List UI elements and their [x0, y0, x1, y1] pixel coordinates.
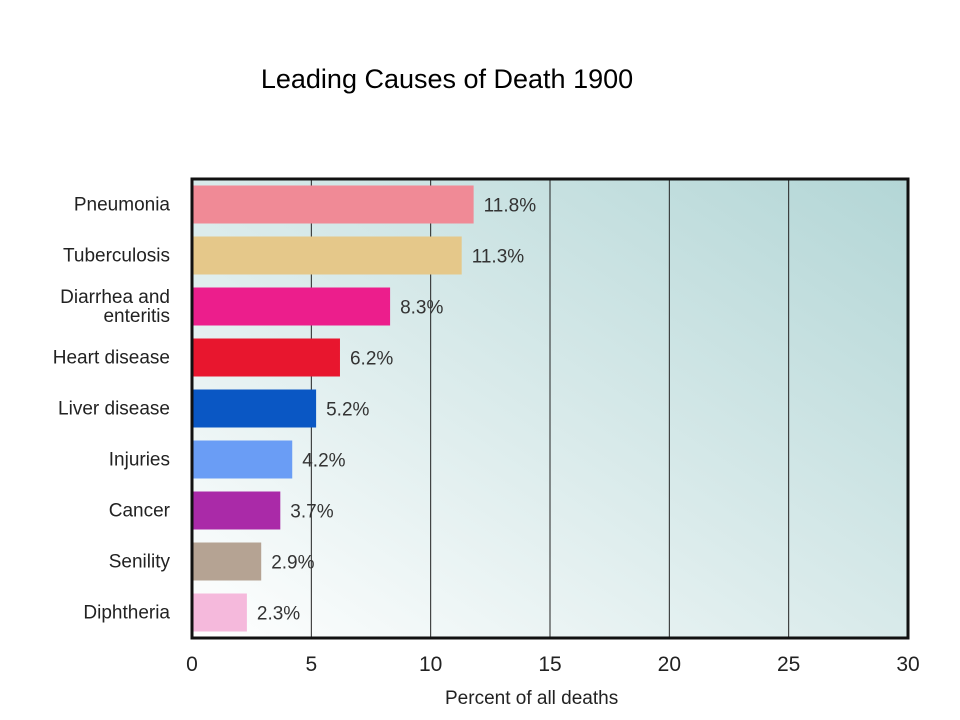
category-labels: Pneumonia Tuberculosis Diarrhea and enterit…	[53, 195, 171, 624]
bar	[193, 593, 247, 632]
x-tick-label: 25	[777, 653, 800, 676]
value-labels: 11.8% 11.3% 8.3% 6.2% 5.2% 4.2% 3.7% 2.9% 2.3%	[257, 196, 536, 625]
category-label: Diarrhea and enteritis	[60, 287, 170, 327]
plot-frame	[190, 177, 910, 640]
x-tick-label: 0	[186, 653, 198, 676]
value-label: 8.3%	[400, 298, 443, 319]
value-label: 3.7%	[290, 502, 333, 523]
category-label: Pneumonia	[74, 195, 171, 216]
x-tick-label: 10	[419, 653, 442, 676]
x-tick-label: 15	[538, 653, 561, 676]
value-label: 2.3%	[257, 604, 300, 625]
category-label: Liver disease	[58, 399, 170, 420]
bars	[193, 185, 474, 632]
bar	[193, 236, 462, 275]
x-tick-label: 30	[896, 653, 919, 676]
value-label: 11.3%	[472, 247, 525, 268]
category-label: Injuries	[109, 450, 170, 471]
bar	[193, 542, 262, 581]
category-label: Cancer	[109, 501, 171, 522]
x-tick-label: 20	[658, 653, 681, 676]
bar	[193, 389, 317, 428]
bar	[193, 338, 340, 377]
value-label: 11.8%	[484, 196, 537, 217]
category-label: Senility	[109, 552, 171, 573]
x-tick-labels: 0 5 10 15 20 25 30	[186, 653, 920, 676]
category-label: Tuberculosis	[63, 246, 170, 267]
x-tick-label: 5	[305, 653, 317, 676]
x-axis-title: Percent of all deaths	[445, 688, 618, 709]
bar	[193, 287, 391, 326]
bar	[193, 440, 293, 479]
category-label: Heart disease	[53, 348, 170, 369]
chart-title: Leading Causes of Death 1900	[260, 64, 634, 94]
value-label: 5.2%	[326, 400, 369, 421]
category-label: Diphtheria	[83, 603, 170, 624]
value-label: 6.2%	[350, 349, 393, 370]
bar	[193, 491, 281, 530]
bar	[193, 185, 474, 224]
value-label: 4.2%	[302, 451, 345, 472]
value-label: 2.9%	[271, 553, 314, 574]
